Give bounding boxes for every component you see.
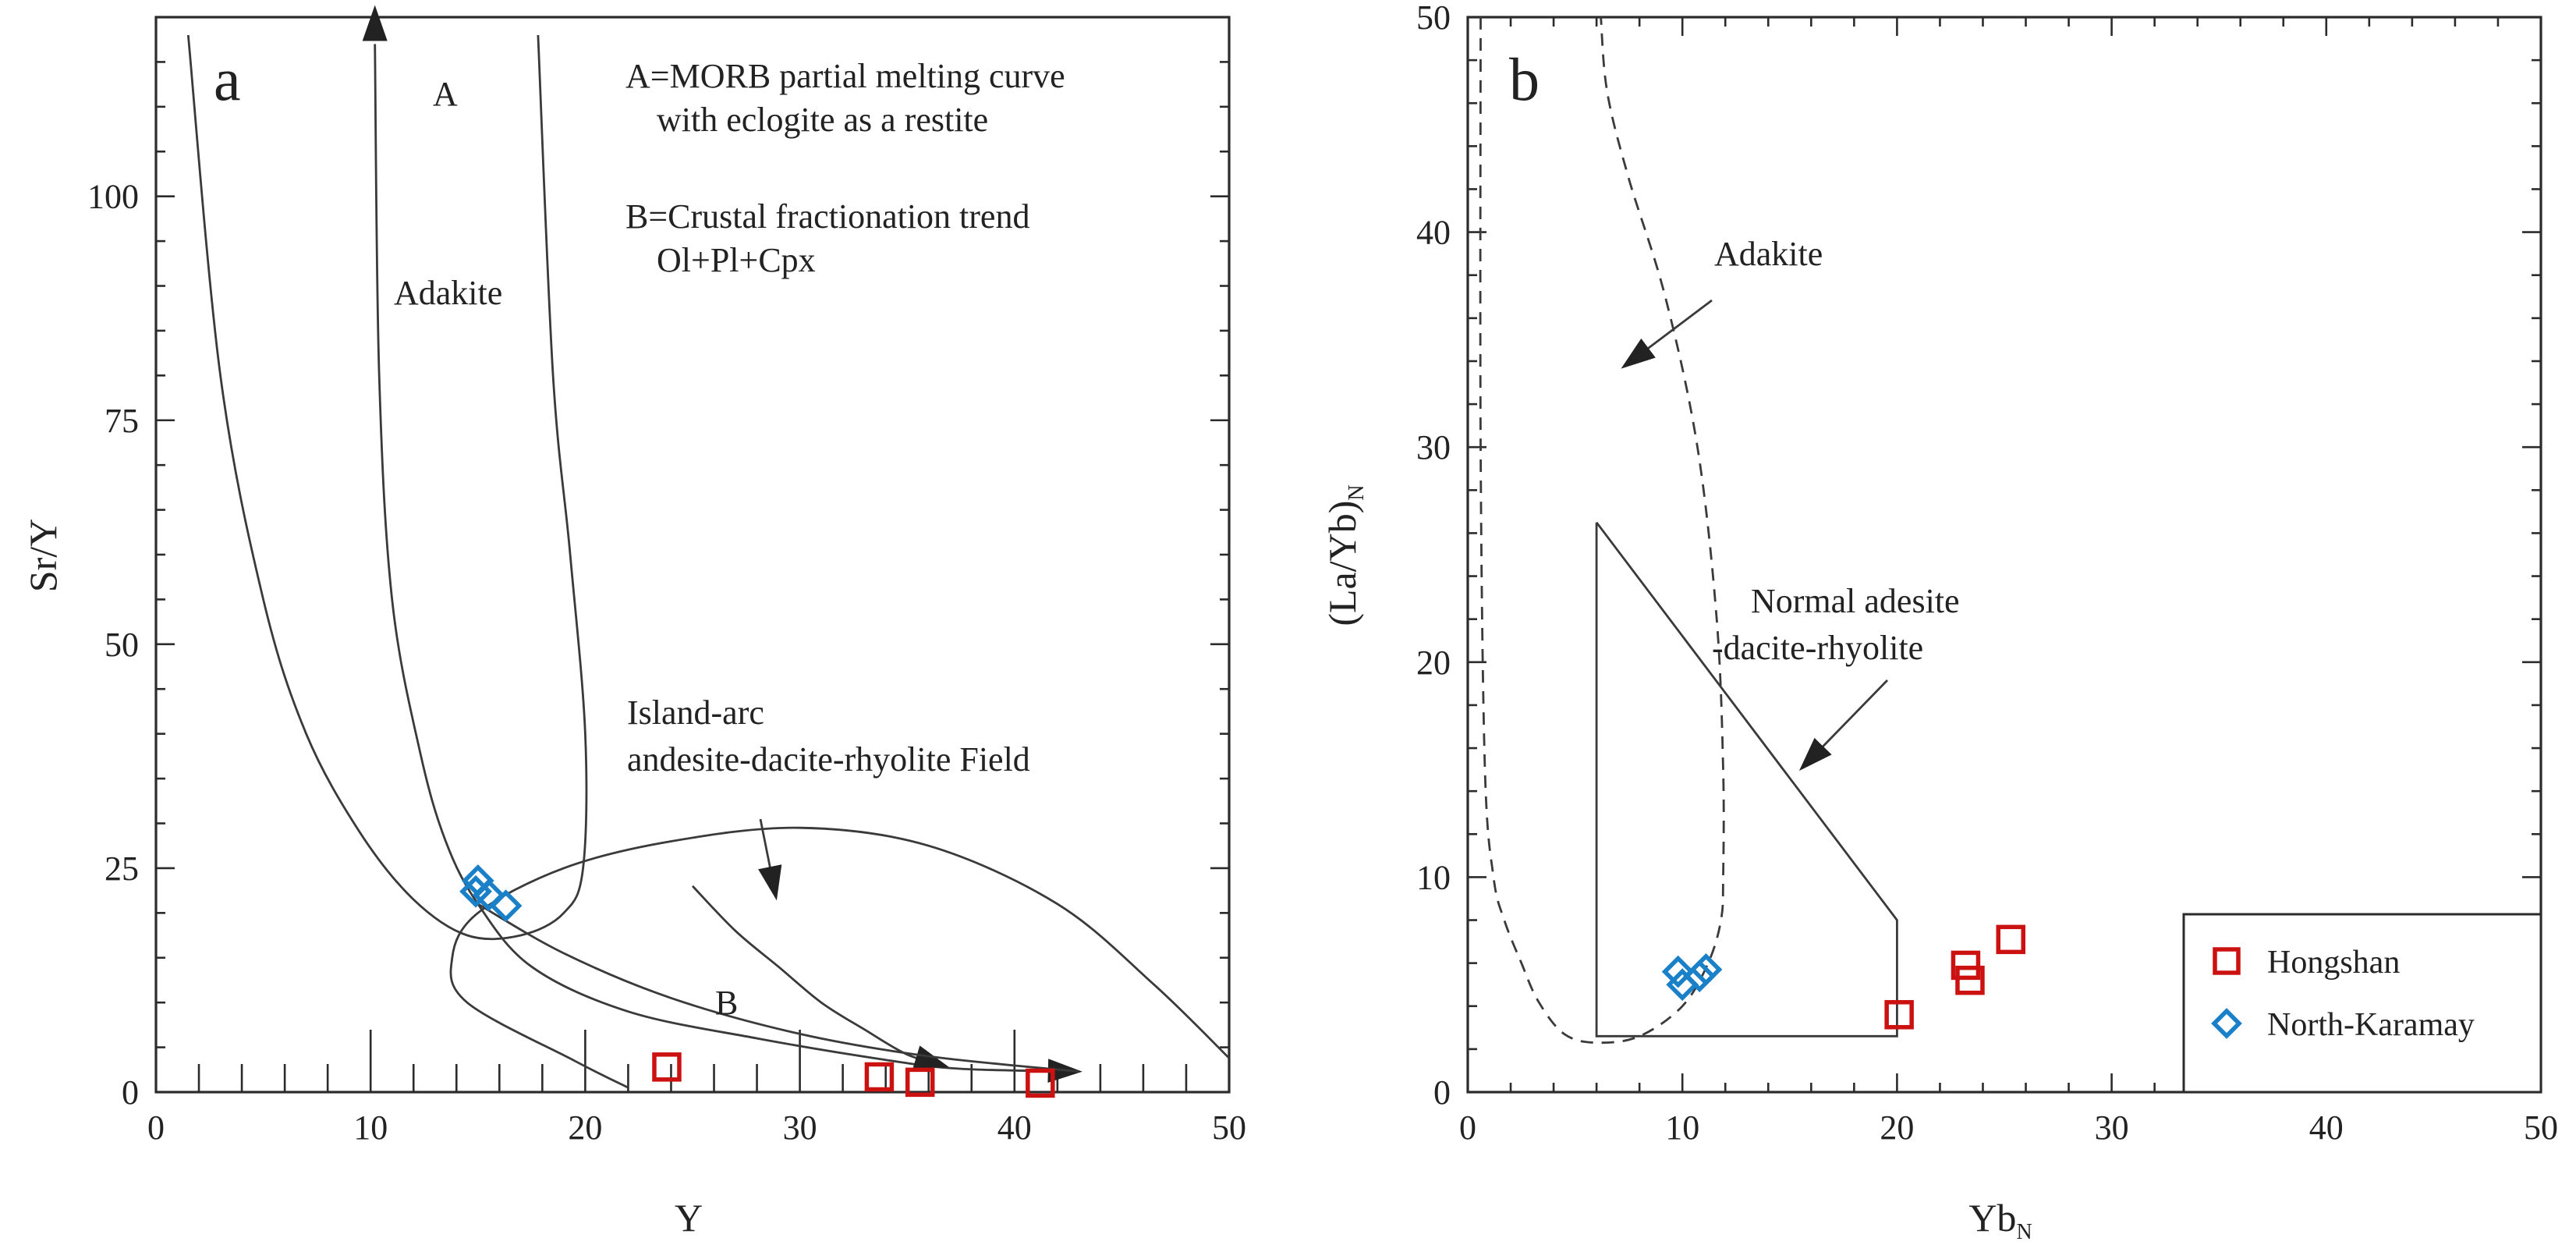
legend-text-b2: Ol+Pl+Cpx [657,241,816,279]
panel-b-letter: b [1509,45,1540,113]
panel-b-ytick-label: 50 [1416,0,1451,37]
label-adakite-a: Adakite [394,274,502,312]
panel-b-xtick-label: 40 [2309,1108,2344,1147]
panel-a-points [459,864,1055,1098]
panel-b-ytick-label: 20 [1416,644,1451,682]
panel-b-point-hongshan [1955,965,1985,995]
panel-b-point-north-karamay [1689,953,1723,986]
panel-b-point-north-karamay [1661,955,1695,988]
panel-a-xtick-label: 0 [147,1108,165,1147]
panel-b-ytick-label: 10 [1416,858,1451,896]
panel-b-xtick-label: 20 [1880,1108,1914,1147]
island-arc-field [449,826,1230,1089]
panel-b-xtick-label: 10 [1665,1108,1699,1147]
panel-b-xtick-label: 50 [2524,1108,2558,1147]
panel-a-ytick-label: 25 [105,850,139,888]
panel-b-xlabel: YbN [1968,1196,2032,1244]
panel-a-xtick-label: 40 [997,1108,1032,1147]
panel-a-point-hongshan [1026,1068,1055,1098]
panel-a-point-north-karamay [489,889,523,923]
normal-adr-field [1595,521,1898,1038]
label-normal-1: Normal adesite [1751,582,1960,620]
panel-b-ytick-label: 0 [1433,1073,1451,1112]
panel-a-ticks: 0 10 20 30 40 50 0 25 50 75 100 [87,16,1246,1147]
legend-marker-north-karamay [2211,1008,2242,1039]
panel-a-letter: a [214,45,241,113]
legend-text-a2: with eclogite as a restite [657,101,988,139]
label-adakite-b: Adakite [1714,235,1823,273]
panel-a-xtick-label: 10 [353,1108,388,1147]
panel-a-ytick-label: 50 [105,626,139,664]
panel-a-point-hongshan [905,1067,935,1098]
panel-b-fields [1479,16,1898,1045]
panel-b-xtick-label: 0 [1459,1108,1476,1147]
label-normal-2: -dacite-rhyolite [1712,629,1923,667]
legend-text-b1: B=Crustal fractionation trend [625,197,1029,236]
panel-a-ytick-label: 100 [87,178,139,216]
label-curve-b: B [715,984,738,1022]
legend-box [2182,913,2542,1094]
panel-b-frame [1466,16,2542,1094]
curve-a-arrowhead [362,5,388,41]
panel-a-frame [154,16,1231,1094]
island-arc-label-2: andesite-dacite-rhyolite Field [627,740,1030,779]
curve-b [691,885,949,1069]
panel-a-ytick-label: 0 [122,1073,139,1112]
island-arc-label-1: Island-arc [627,693,764,732]
legend-label-north-karamay: North-Karamay [2267,1007,2475,1043]
panel-a-xtick-label: 20 [568,1108,602,1147]
panel-a-xtick-label: 30 [783,1108,817,1147]
panel-b-point-hongshan [1996,924,2026,955]
panel-b-ylabel: (La/Yb)N [1320,484,1369,626]
panel-b-point-north-karamay [1683,959,1717,993]
legend-label-hongshan: Hongshan [2267,945,2400,981]
panel-b-ytick-label: 40 [1416,214,1451,252]
island-arc-field-lower [477,903,1079,1073]
panel-a-fields [186,5,1230,1089]
panel-b-point-hongshan [1884,1000,1914,1030]
panel-a-ytick-label: 75 [105,402,139,440]
panel-b-points [1661,924,2026,1030]
legend-text-a1: A=MORB partial melting curve [625,57,1065,95]
island-arc-pointer [758,818,782,901]
panel-a-xlabel: Y [675,1196,703,1240]
adakite-boundary [186,34,588,941]
normal-pointer [1798,679,1889,771]
panel-a-ylabel: Sr/Y [21,519,65,592]
panel-b: 0 10 20 30 40 50 0 10 20 30 40 50 b Adakite Normal … [1320,0,2558,1244]
panel-b-xtick-label: 30 [2095,1108,2129,1147]
legend: Hongshan North-Karamay [2182,913,2542,1094]
panel-b-point-hongshan [1951,950,1981,981]
panel-a-xtick-label: 50 [1212,1108,1246,1147]
panel-a-point-hongshan [652,1052,682,1082]
adakite-dashed-field [1479,16,1725,1045]
legend-marker-hongshan [2213,947,2241,975]
panel-a: 0 10 20 30 40 50 0 25 50 75 100 a A B Adakite A=MO… [21,5,1246,1240]
panel-b-ytick-label: 30 [1416,428,1451,466]
label-curve-a: A [433,75,458,113]
adakite-pointer [1621,299,1713,369]
panel-a-point-hongshan [864,1062,895,1092]
panel-a-point-north-karamay [472,878,505,912]
